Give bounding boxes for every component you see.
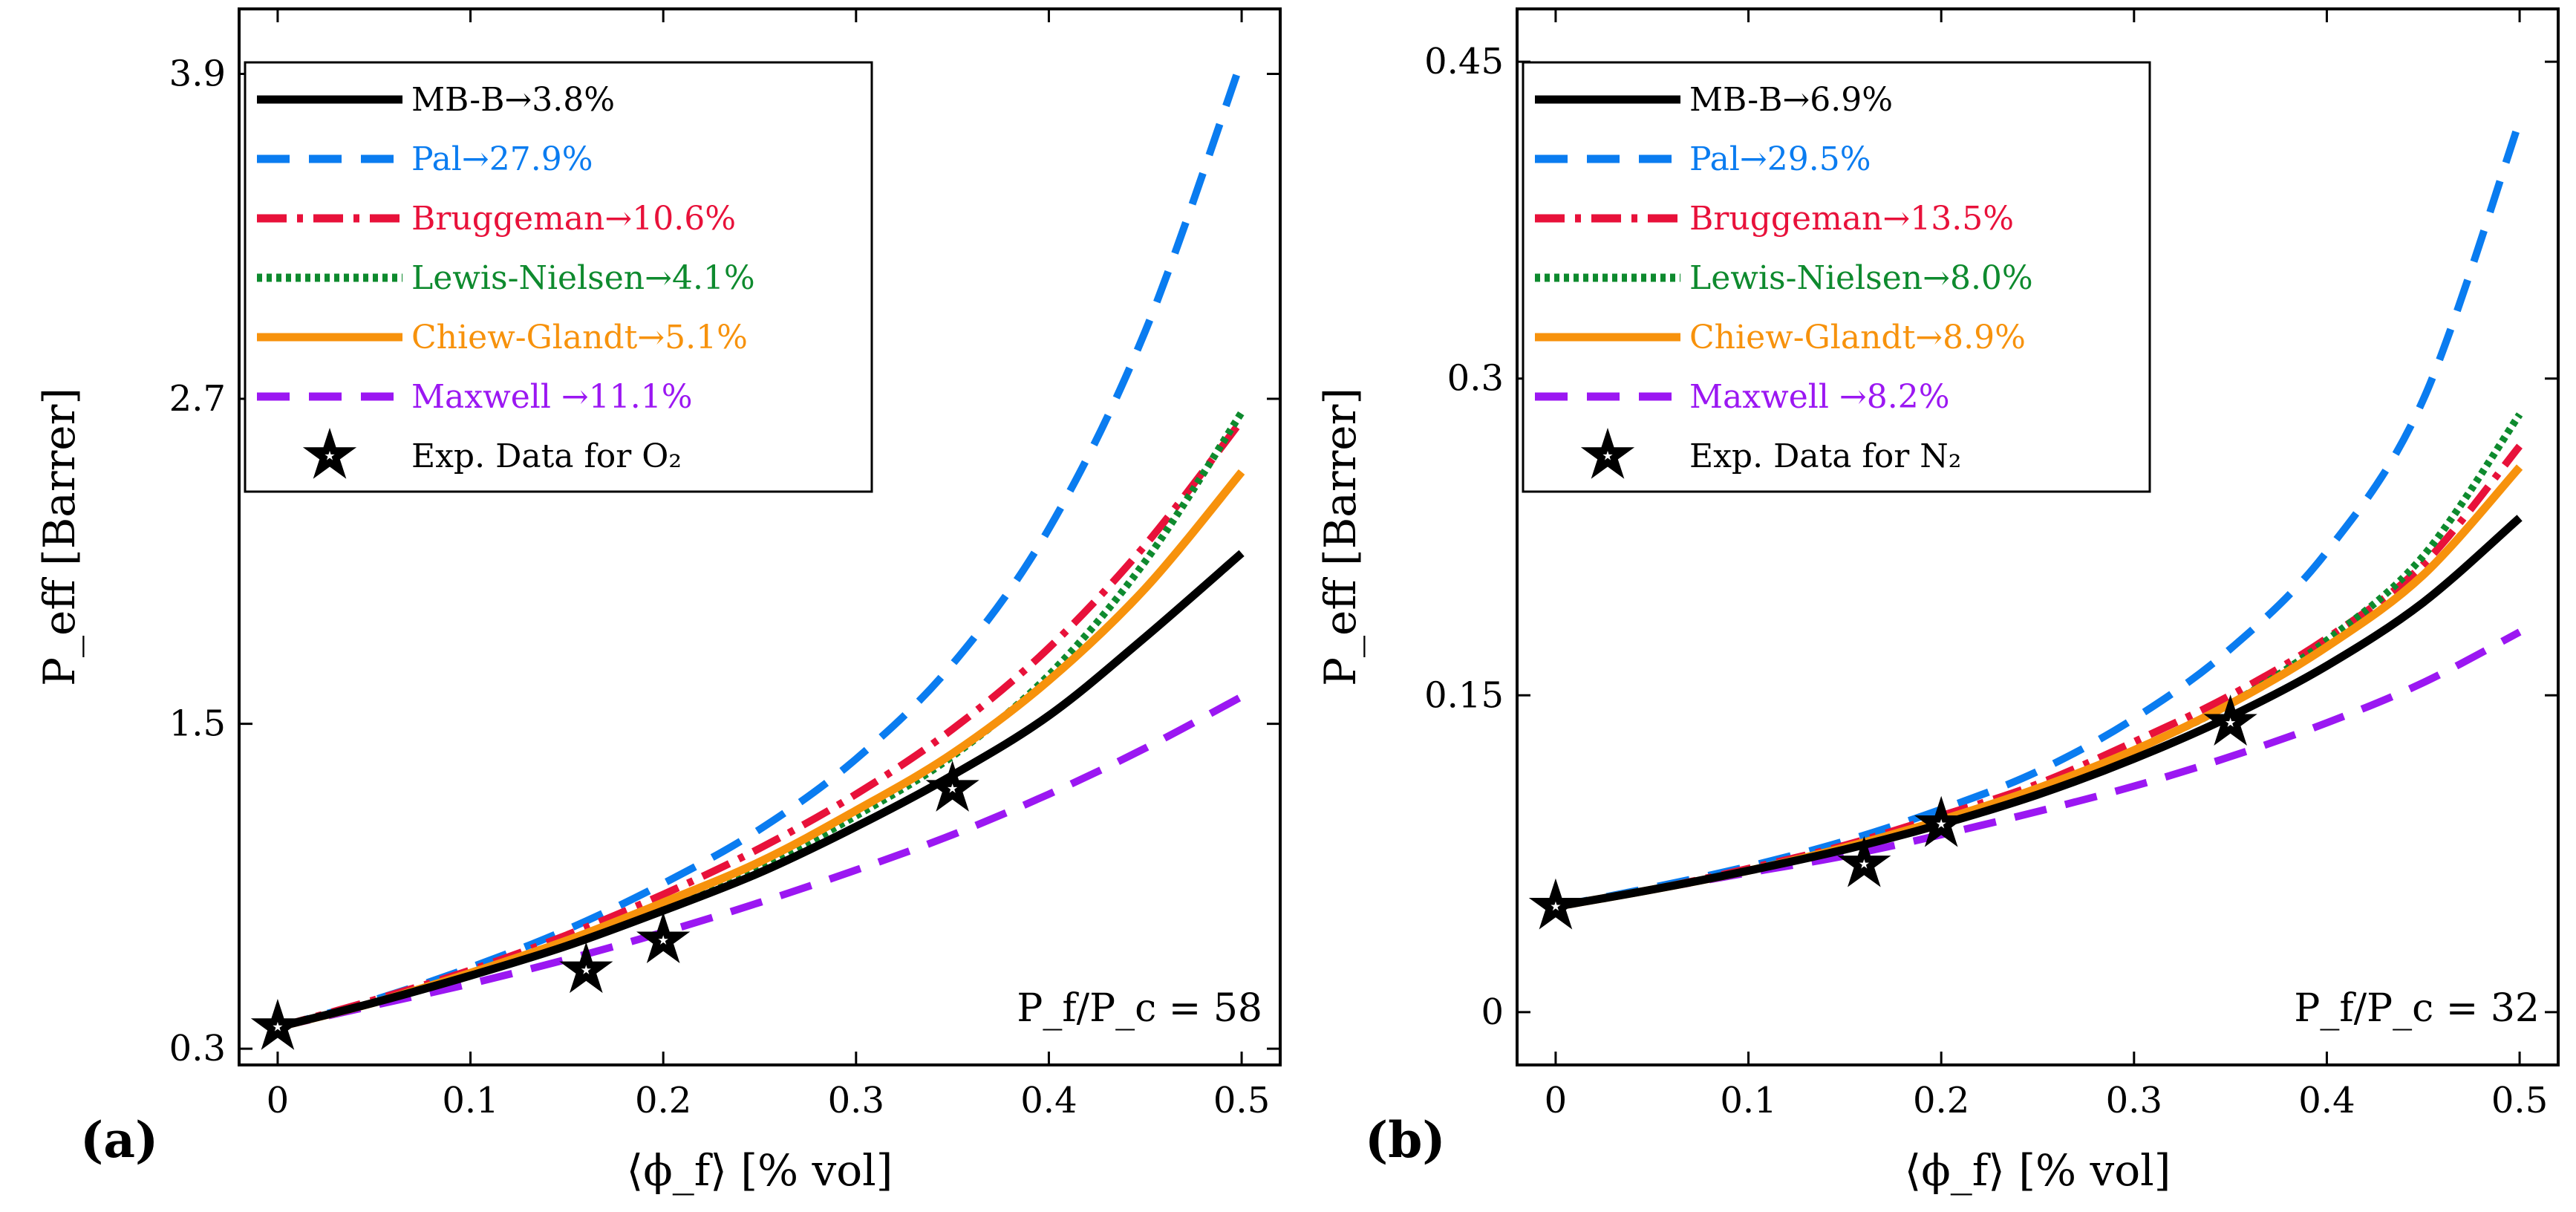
panel-a-legend-box [244,61,873,493]
x-tick-label: 0.3 [2106,1080,2162,1121]
panel-b-legend-box [1522,61,2151,493]
series-line-pal [1554,120,2523,910]
panel-a-legend: MB-B→3.8% Pal→27.9% Bruggeman→10.6% Lewis-N… [244,61,873,493]
series-line-lewis-nielsen [276,410,1245,1031]
legend-label-exp: Exp. Data for N₂ [1689,437,1961,475]
x-tick-label: 0.1 [442,1080,498,1121]
legend-label: Lewis-Nielsen→8.0% [1689,259,2033,297]
panel-b-ratio-label: P_f/P_c = 32 [2294,986,2540,1031]
series-line-chiew-glandt [1554,464,2523,911]
x-tick-label: 0 [1545,1080,1568,1121]
series-line-mb-b [1554,515,2523,911]
legend-label: Maxwell →8.2% [1689,378,1950,416]
panel-b-legend: MB-B→6.9% Pal→29.5% Bruggeman→13.5% Lewis-N… [1522,61,2151,493]
x-tick-label: 0.3 [828,1080,884,1121]
panel-a-tag: (a) [80,1111,158,1169]
legend-label: MB-B→6.9% [1689,81,1893,119]
panel-b-axes-box [1516,7,2560,1066]
y-tick-label: 2.7 [169,378,226,420]
y-tick-label: 3.9 [169,53,226,95]
y-tick-label: 0.3 [1447,358,1504,400]
legend-label: Maxwell →11.1% [411,378,693,416]
panel-a: 0 0.1 0.2 0.3 0.4 0.5 0.3 1.5 2.7 3.9 MB-B→3.8% Pa… [34,7,1282,1196]
y-tick-label: 0.45 [1424,41,1504,82]
legend-label: Lewis-Nielsen→4.1% [411,259,755,297]
series-line-bruggeman [1555,443,2523,910]
panel-b-curves [1554,120,2523,911]
legend-label: Pal→27.9% [411,140,593,178]
legend-label: Bruggeman→10.6% [411,200,736,238]
panel-a-ticks: 0 0.1 0.2 0.3 0.4 0.5 0.3 1.5 2.7 3.9 [169,9,1280,1121]
series-line-maxwell [276,693,1244,1031]
legend-label: Chiew-Glandt→8.9% [1689,319,2026,356]
series-line-bruggeman [276,418,1245,1031]
y-tick-label: 0 [1481,991,1504,1033]
x-tick-label: 0.4 [1020,1080,1077,1121]
panel-a-axes-box [238,7,1282,1066]
series-line-maxwell [1555,628,2522,910]
x-tick-label: 0.2 [635,1080,691,1121]
panel-b-tag: (b) [1365,1111,1446,1169]
panel-a-curves [276,59,1245,1032]
panel-b: 0 0.1 0.2 0.3 0.4 0.5 0 0.15 0.3 0.45 MB-B→6.9% Pa… [1315,7,2560,1196]
series-line-pal [276,59,1245,1031]
legend-label: Bruggeman→13.5% [1689,200,2014,238]
legend-label: Chiew-Glandt→5.1% [411,319,748,356]
y-tick-label: 1.5 [169,703,226,745]
series-line-mb-b [276,550,1245,1032]
x-tick-label: 0.5 [1213,1080,1270,1121]
panel-a-ratio-label: P_f/P_c = 58 [1017,986,1262,1031]
panel-a-ylabel: P_eff [Barrer] [34,388,85,686]
legend-label-exp: Exp. Data for O₂ [411,437,682,475]
x-tick-label: 0.4 [2298,1080,2355,1121]
y-tick-label: 0.3 [169,1028,226,1069]
panel-b-ylabel: P_eff [Barrer] [1315,388,1366,686]
x-tick-label: 0 [267,1080,290,1121]
y-tick-label: 0.15 [1424,674,1504,716]
panel-a-xlabel: ⟨ϕ_f⟩ [% vol] [627,1145,893,1196]
legend-label: Pal→29.5% [1689,140,1871,178]
series-line-chiew-glandt [276,469,1245,1032]
x-tick-label: 0.2 [1913,1080,1969,1121]
x-tick-label: 0.1 [1720,1080,1776,1121]
x-tick-label: 0.5 [2491,1080,2548,1121]
panel-b-ticks: 0 0.1 0.2 0.3 0.4 0.5 0 0.15 0.3 0.45 [1424,9,2558,1121]
legend-label: MB-B→3.8% [411,81,615,119]
panel-b-xlabel: ⟨ϕ_f⟩ [% vol] [1905,1145,2171,1196]
